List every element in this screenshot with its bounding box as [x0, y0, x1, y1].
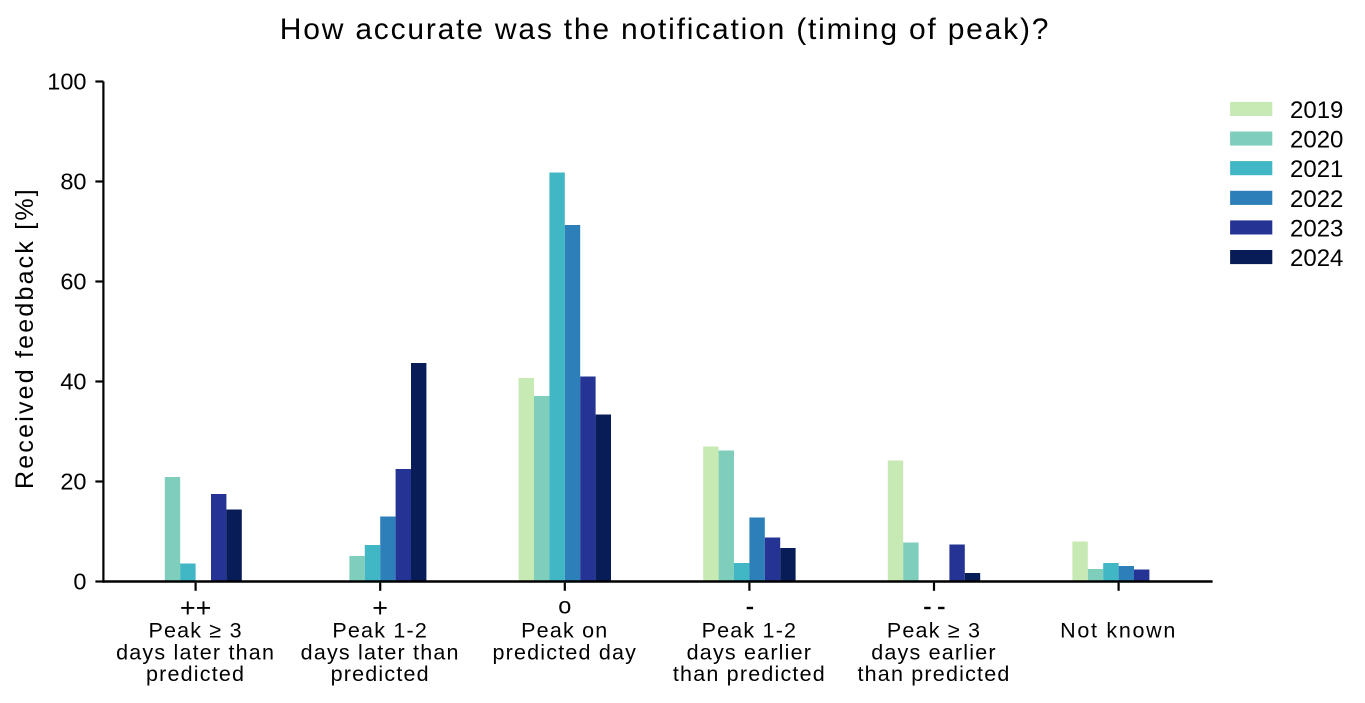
svg-text:Peak on: Peak on: [521, 619, 608, 643]
svg-text:days earlier: days earlier: [687, 641, 813, 665]
svg-text:0: 0: [73, 569, 86, 595]
svg-text:Peak 1-2: Peak 1-2: [332, 619, 428, 643]
svg-text:days later than: days later than: [301, 641, 460, 665]
svg-text:predicted day: predicted day: [492, 641, 637, 665]
svg-text:2022: 2022: [1290, 186, 1343, 213]
svg-text:Peak 1-2: Peak 1-2: [702, 619, 798, 643]
svg-text:20: 20: [60, 469, 86, 495]
svg-text:predicted: predicted: [331, 662, 430, 686]
svg-text:Received feedback [%]: Received feedback [%]: [11, 187, 39, 489]
svg-text:How accurate was the notificat: How accurate was the notification (timin…: [280, 13, 1050, 46]
svg-text:++: ++: [180, 593, 212, 623]
svg-text:2024: 2024: [1290, 245, 1343, 272]
svg-text:2020: 2020: [1290, 127, 1343, 154]
svg-text:2023: 2023: [1290, 215, 1343, 242]
svg-text:Peak ≥ 3: Peak ≥ 3: [887, 619, 981, 643]
svg-text:40: 40: [60, 369, 86, 395]
svg-text:2019: 2019: [1290, 97, 1343, 124]
svg-text:days earlier: days earlier: [871, 641, 997, 665]
svg-text:o: o: [558, 592, 571, 618]
svg-text:100: 100: [47, 69, 86, 95]
svg-text:Not known: Not known: [1060, 619, 1177, 643]
svg-text:60: 60: [60, 269, 86, 295]
svg-text:predicted: predicted: [146, 662, 245, 686]
svg-text:80: 80: [60, 169, 86, 195]
svg-text:days later than: days later than: [116, 641, 275, 665]
svg-text:+: +: [372, 593, 388, 623]
svg-text:Peak ≥ 3: Peak ≥ 3: [148, 619, 242, 643]
svg-text:than predicted: than predicted: [857, 662, 1010, 686]
svg-text:than predicted: than predicted: [673, 662, 826, 686]
svg-text:2021: 2021: [1290, 156, 1343, 183]
